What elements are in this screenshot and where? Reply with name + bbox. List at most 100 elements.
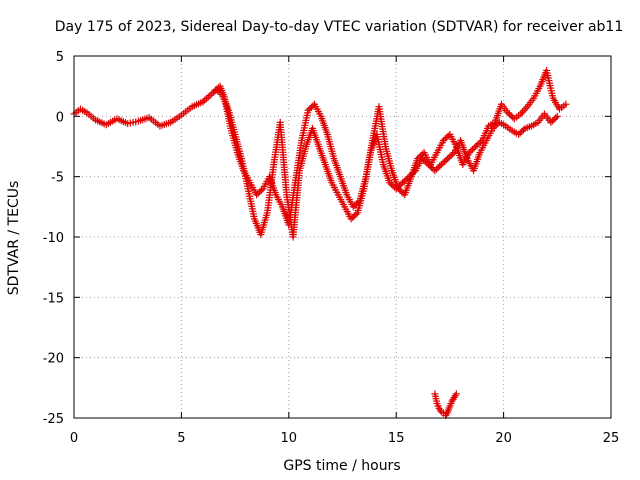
x-tick-label: 5 — [177, 431, 185, 446]
data-point — [504, 109, 512, 117]
data-point — [403, 174, 411, 182]
y-axis-label: SDTVAR / TECUs — [6, 181, 22, 296]
data-point — [432, 165, 440, 173]
data-point — [522, 104, 530, 112]
data-point — [519, 126, 527, 134]
data-point — [465, 149, 473, 157]
grid-layer — [74, 56, 611, 418]
data-point — [550, 115, 558, 123]
data-point — [468, 146, 476, 154]
y-tick-label: -15 — [43, 291, 64, 306]
data-point — [489, 124, 497, 132]
x-tick-label: 0 — [70, 431, 78, 446]
data-point — [473, 141, 481, 149]
data-point — [516, 129, 524, 137]
x-axis-label: GPS time / hours — [283, 458, 400, 474]
data-point — [475, 139, 483, 147]
data-point — [399, 179, 407, 187]
data-point — [492, 121, 500, 129]
data-point — [389, 182, 397, 190]
data-point — [443, 133, 451, 141]
data-point — [439, 136, 447, 144]
data-point — [434, 164, 442, 172]
data-point — [520, 106, 528, 114]
data-point — [518, 108, 526, 116]
plot-frame — [73, 55, 612, 419]
data-point — [208, 90, 216, 98]
data-point — [431, 167, 439, 175]
data-point — [306, 105, 314, 113]
data-point — [307, 103, 315, 111]
y-tick-label: -5 — [51, 171, 64, 186]
data-point — [421, 158, 429, 166]
tick-labels: 0 5 10 15 20 25 5 0 -5 -10 -15 -20 -25 — [43, 50, 620, 446]
data-point — [257, 186, 265, 194]
data-point — [256, 188, 264, 196]
data-point — [426, 162, 434, 170]
data-point — [347, 215, 355, 223]
data-points — [70, 66, 570, 420]
data-point — [423, 159, 431, 167]
y-tick-label: 5 — [56, 50, 64, 65]
data-point — [452, 390, 460, 398]
data-point — [253, 191, 261, 199]
data-point — [477, 138, 485, 146]
data-point — [349, 213, 357, 221]
data-point — [410, 168, 418, 176]
data-point — [418, 155, 426, 163]
data-point — [254, 189, 262, 197]
data-point — [350, 212, 358, 220]
data-point — [352, 210, 360, 218]
x-tick-label: 20 — [495, 431, 512, 446]
data-point — [445, 153, 453, 161]
x-tick-label: 10 — [281, 431, 298, 446]
data-point — [386, 179, 394, 187]
data-point — [400, 177, 408, 185]
x-tick-label: 25 — [603, 431, 620, 446]
data-point — [553, 112, 561, 120]
data-point — [407, 171, 415, 179]
data-point — [304, 106, 312, 114]
data-point — [397, 180, 405, 188]
data-point — [442, 156, 450, 164]
data-point — [449, 150, 457, 158]
data-point — [439, 159, 447, 167]
data-point — [395, 182, 403, 190]
data-point — [392, 185, 400, 193]
data-point — [402, 176, 410, 184]
data-point — [394, 183, 402, 191]
data-point — [518, 127, 526, 135]
data-point — [472, 143, 480, 150]
data-point — [547, 118, 555, 126]
data-point — [467, 147, 475, 155]
x-tick-label: 15 — [388, 431, 405, 446]
data-point — [428, 164, 436, 172]
data-point — [405, 173, 413, 181]
data-point — [202, 95, 210, 103]
data-point — [562, 100, 570, 108]
data-point — [441, 135, 449, 143]
data-point — [204, 93, 212, 101]
y-tick-label: 0 — [56, 110, 64, 125]
data-point — [206, 91, 214, 99]
data-point — [490, 123, 498, 131]
data-point — [507, 112, 515, 120]
data-point — [470, 144, 478, 152]
data-point — [548, 117, 556, 125]
y-tick-label: -10 — [43, 231, 64, 246]
data-point — [441, 158, 449, 166]
data-point — [437, 161, 445, 169]
y-tick-label: -25 — [43, 412, 64, 427]
data-point — [506, 110, 514, 118]
chart-title: Day 175 of 2023, Sidereal Day-to-day VTE… — [55, 19, 624, 35]
y-tick-label: -20 — [43, 352, 64, 367]
data-point — [398, 188, 406, 196]
data-point — [444, 155, 452, 163]
data-point — [420, 156, 428, 164]
data-point — [515, 130, 523, 138]
data-point — [552, 114, 560, 122]
data-point — [387, 180, 395, 188]
data-point — [408, 170, 416, 178]
data-point — [424, 161, 432, 169]
